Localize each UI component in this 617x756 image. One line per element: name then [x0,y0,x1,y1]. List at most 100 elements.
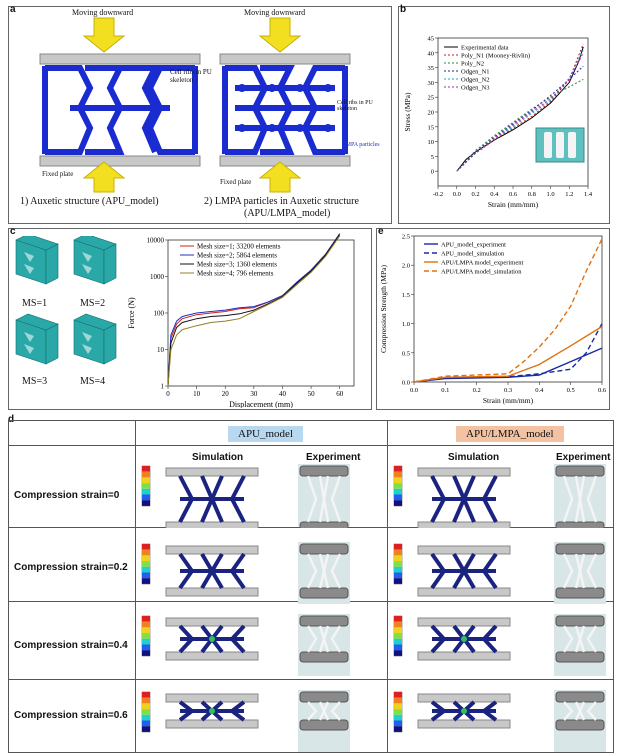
y-tick-label: 0.5 [402,350,410,357]
bottom-plate [417,521,511,528]
series-line [413,323,603,383]
lmpa-particles [238,84,332,132]
colorbar-band [142,549,150,556]
simulation-thumbnail [393,543,511,597]
bottom-plate [165,719,259,729]
lower-compression-plate [299,521,349,528]
y-tick-label: 1 [161,383,165,391]
colorbar-band [142,714,150,721]
down-arrow-icon [82,17,126,53]
y-tick-label: 2.0 [402,263,410,270]
experiment-photo [298,464,350,528]
colorbar-band [394,720,402,727]
colorbar-band [394,471,402,478]
sim-header-lmpa: Simulation [448,452,500,463]
x-axis-label: Strain (mm/mm) [488,200,539,209]
x-tick-label: 0.4 [535,387,544,394]
printed-specimen [306,553,342,589]
top-plate [165,467,259,477]
compression-strength-chart: 0.0 0.1 0.2 0.3 0.4 0.5 0.6 0.0 0.5 1.0 1.5 2.0 2.5 S… [379,234,607,406]
experiment-photo [298,542,350,604]
legend-entry: Poly_N2 [461,61,484,68]
auxetic-structure-illustration [39,17,351,193]
colorbar-band [394,650,402,656]
deformed-structure [178,552,246,590]
stress-hotspot [461,636,467,642]
colorbar-band [142,616,150,622]
row-strain-06: Compression strain=0.6 [14,710,128,721]
colorbar-band [142,555,150,562]
upper-compression-plate [299,543,349,555]
colorbar-band [142,471,150,478]
upper-compression-plate [555,465,605,477]
simulation-thumbnail [393,691,511,733]
colorbar-band [394,638,402,645]
printed-specimen [306,475,342,523]
deformed-structure [430,552,498,590]
experiment-photo [298,614,350,676]
colorbar-band [142,578,150,584]
y-tick-label: 2.5 [402,234,410,241]
series-line [413,347,603,383]
legend-entry: Odgen_N1 [461,69,490,76]
colorbar-band [142,500,150,506]
series-line [456,78,584,172]
legend-entry: APU/LMPA model_experiment [441,260,523,267]
upper-compression-plate [299,465,349,477]
x-tick-label: 1.0 [546,191,554,198]
ms1-label: MS=1 [22,298,48,309]
ms4-label: MS=4 [80,376,106,387]
simulation-thumbnail [393,465,511,528]
y-tick-label: 1000 [150,273,165,281]
colorbar-band [394,566,402,573]
printed-specimen [562,625,598,653]
up-arrow-icon [82,161,126,193]
y-tick-label: 35 [428,65,435,72]
colorbar-band [142,697,150,704]
ribs-label-right: Cell ribs in PU skeleton [337,100,373,112]
ribs-label-left: Cell ribs in PU skeleton [170,68,212,84]
x-tick-label: 20 [222,390,230,398]
panel-e-label: e [378,226,384,237]
y-axis-label: Force (N) [127,297,136,329]
lower-compression-plate [555,587,605,599]
x-axis-label: Strain (mm/mm) [483,396,534,405]
top-plate [165,617,259,627]
x-tick-label: 0.8 [528,191,536,198]
simulation-thumbnail [141,691,259,733]
stress-hotspot [461,708,467,714]
printed-specimen [563,701,597,721]
y-tick-label: 100 [154,310,165,318]
x-tick-label: 10 [193,390,201,398]
upper-compression-plate [555,543,605,555]
mesh-size-models [15,236,117,365]
colorbar-band [142,466,150,472]
top-plate [39,53,201,65]
series-line [456,46,584,172]
x-tick-label: 0.2 [473,387,481,394]
bottom-plate [165,521,259,528]
bottom-plate [165,587,259,597]
x-tick-label: 0.2 [471,191,479,198]
top-plate [219,53,351,65]
bottom-plate [417,587,511,597]
x-axis-label: Displacement (mm) [229,400,293,408]
stress-strain-chart: -0.2 0.0 0.2 0.4 0.6 0.8 1.0 1.2 1.4 0 5 10 15 20 25 30… [403,36,593,210]
colorbar-band [142,566,150,573]
upper-compression-plate [555,691,605,703]
top-plate [417,693,511,703]
upper-compression-plate [299,615,349,627]
y-tick-label: 1.0 [402,321,410,328]
printed-specimen [562,553,598,589]
colorbar-band [394,697,402,704]
x-tick-label: 0.1 [441,387,449,394]
experiment-photo [554,542,606,604]
colorbar-band [394,555,402,562]
colorbar-band [394,616,402,622]
row-strain-0: Compression strain=0 [14,490,120,501]
colorbar-band [394,621,402,628]
series-line [456,52,584,172]
colorbar-band [394,572,402,579]
colorbar-band [142,644,150,651]
ms2-label: MS=2 [80,298,106,309]
